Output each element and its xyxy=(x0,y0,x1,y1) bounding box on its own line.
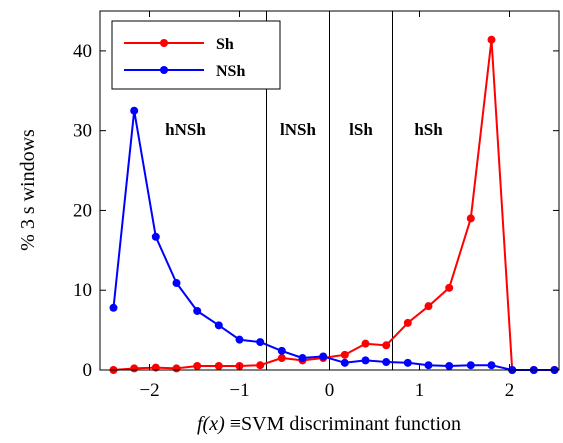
data-point-Sh-7 xyxy=(256,361,265,370)
series-line-Sh xyxy=(113,38,555,371)
y-tick-label: 0 xyxy=(83,360,93,381)
y-tick-label: 30 xyxy=(73,121,92,142)
legend-label-Sh: Sh xyxy=(216,36,234,53)
data-point-Sh-13 xyxy=(382,341,391,350)
legend-label-NSh: NSh xyxy=(216,63,245,80)
data-point-Sh-12 xyxy=(361,339,370,348)
region-label-lNSh: lNSh xyxy=(280,120,316,139)
data-point-Sh-11 xyxy=(340,350,349,359)
region-labels: hNSh lNSh lSh hSh xyxy=(165,120,443,139)
data-point-NSh-12 xyxy=(361,356,370,365)
y-tick-label: 10 xyxy=(73,280,92,301)
x-tick-label: −2 xyxy=(139,380,159,401)
data-point-NSh-6 xyxy=(235,335,244,344)
data-point-NSh-16 xyxy=(445,362,454,371)
region-label-hSh: hSh xyxy=(414,120,443,139)
x-tick-label: 0 xyxy=(325,380,335,401)
data-point-NSh-1 xyxy=(130,106,139,115)
data-point-NSh-14 xyxy=(403,358,412,367)
data-point-Sh-3 xyxy=(172,364,181,373)
x-axis-label-math: f(x) xyxy=(197,413,225,435)
legend-box xyxy=(111,20,281,90)
data-point-NSh-7 xyxy=(256,338,265,347)
x-axis-label: f(x) ≡SVM discriminant function xyxy=(197,413,461,435)
y-axis-label: % 3 s windows xyxy=(17,129,39,251)
data-point-NSh-15 xyxy=(424,361,433,370)
data-point-Sh-4 xyxy=(193,362,202,371)
data-point-NSh-3 xyxy=(172,279,181,288)
x-axis-label-text: ≡SVM discriminant function xyxy=(225,413,461,435)
data-point-Sh-16 xyxy=(445,283,454,292)
data-point-NSh-8 xyxy=(277,346,286,355)
data-point-NSh-18 xyxy=(487,361,496,370)
data-point-NSh-13 xyxy=(382,358,391,367)
series-line-NSh xyxy=(112,109,555,371)
data-point-NSh-4 xyxy=(193,306,202,315)
data-point-Sh-14 xyxy=(403,318,412,327)
data-point-Sh-18 xyxy=(487,35,496,44)
data-point-Sh-8 xyxy=(277,354,286,363)
data-point-Sh-15 xyxy=(424,302,433,311)
plot-frame xyxy=(99,10,560,371)
data-point-NSh-10 xyxy=(319,352,328,361)
x-tick-label: 1 xyxy=(415,380,425,401)
y-tick-label: 20 xyxy=(73,200,92,221)
y-tick-label: 40 xyxy=(73,41,92,62)
data-point-NSh-0 xyxy=(109,303,118,312)
data-point-Sh-5 xyxy=(214,362,223,371)
legend-marker-NSh xyxy=(160,66,168,74)
data-point-NSh-17 xyxy=(466,361,475,370)
data-point-Sh-17 xyxy=(466,214,475,223)
region-label-hNSh: hNSh xyxy=(165,120,206,139)
data-point-NSh-11 xyxy=(340,358,349,367)
x-tick-label: −1 xyxy=(229,380,249,401)
region-label-lSh: lSh xyxy=(349,120,373,139)
legend-marker-Sh xyxy=(160,39,168,47)
data-point-NSh-9 xyxy=(298,354,307,363)
data-point-Sh-1 xyxy=(130,364,139,373)
data-point-NSh-2 xyxy=(151,232,160,241)
x-tick-label: 2 xyxy=(505,380,515,401)
data-point-NSh-5 xyxy=(214,321,223,330)
legend: Sh NSh xyxy=(111,20,281,90)
